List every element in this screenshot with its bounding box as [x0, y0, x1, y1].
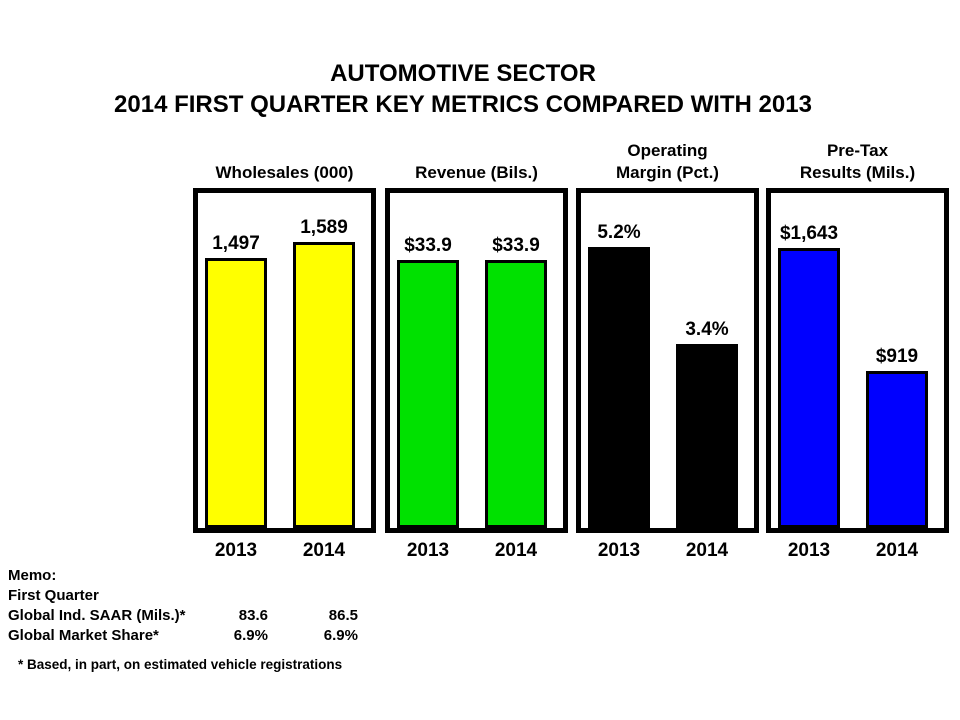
x-tick-2013: 2013	[597, 540, 641, 561]
bar-2014	[866, 371, 928, 528]
x-axis-labels: 2013 2014	[576, 540, 759, 564]
chart-panel-revenue: Revenue (Bils.) $33.9 $33.9 2013 2014	[385, 138, 568, 578]
memo-period: First Quarter	[8, 587, 99, 604]
x-tick-2013: 2013	[214, 540, 258, 561]
memo-heading: Memo:	[8, 567, 57, 584]
bar-2014	[293, 242, 355, 528]
x-tick-2013: 2013	[406, 540, 450, 561]
bar-group-2014: 3.4%	[676, 319, 738, 528]
data-label: $1,643	[779, 223, 839, 244]
chart-title-wholesales: Wholesales (000)	[193, 138, 376, 184]
chart-title-operating-margin: Operating Margin (Pct.)	[576, 138, 759, 184]
bar-group-2014: $33.9	[485, 235, 547, 528]
plot-area: $33.9 $33.9	[385, 188, 568, 533]
bar-group-2013: 5.2%	[588, 222, 650, 528]
x-tick-2014: 2014	[875, 540, 919, 561]
chart-title-line: Operating	[627, 141, 708, 160]
data-label: 3.4%	[685, 319, 729, 340]
chart-title-line: Revenue (Bils.)	[415, 163, 538, 182]
x-axis-labels: 2013 2014	[193, 540, 376, 564]
chart-panel-wholesales: Wholesales (000) 1,497 1,589 2013 2014	[193, 138, 376, 578]
bar-2013	[205, 258, 267, 528]
chart-title-line: Wholesales (000)	[215, 163, 354, 182]
footnote: * Based, in part, on estimated vehicle r…	[18, 657, 343, 672]
memo-value-2013: 83.6	[238, 607, 268, 624]
x-tick-2014: 2014	[494, 540, 538, 561]
x-axis-labels: 2013 2014	[385, 540, 568, 564]
bar-2013	[588, 247, 650, 528]
chart-title-pretax-results: Pre-Tax Results (Mils.)	[766, 138, 949, 184]
memo-value-2013: 6.9%	[233, 627, 268, 644]
memo-row-label: Global Ind. SAAR (Mils.)*	[8, 607, 186, 624]
data-label: $919	[875, 346, 919, 367]
chart-title-revenue: Revenue (Bils.)	[385, 138, 568, 184]
chart-title-line: Results (Mils.)	[799, 163, 916, 182]
data-label: $33.9	[404, 235, 452, 256]
chart-panel-pretax-results: Pre-Tax Results (Mils.) $1,643 $919 2013…	[766, 138, 949, 578]
x-tick-2014: 2014	[685, 540, 729, 561]
plot-area: 5.2% 3.4%	[576, 188, 759, 533]
bar-2014	[485, 260, 547, 528]
memo-row-market-share: Global Market Share* 6.9% 6.9%	[8, 626, 403, 646]
plot-area: $1,643 $919	[766, 188, 949, 533]
data-label: 1,589	[300, 217, 348, 238]
memo-block: Memo: First Quarter Global Ind. SAAR (Mi…	[8, 566, 403, 646]
page-title: AUTOMOTIVE SECTOR 2014 FIRST QUARTER KEY…	[0, 58, 960, 120]
memo-row-saar: Global Ind. SAAR (Mils.)* 83.6 86.5	[8, 606, 403, 626]
memo-row-label: Global Market Share*	[8, 627, 159, 644]
chart-title-line: Margin (Pct.)	[616, 163, 719, 182]
data-label: 1,497	[212, 233, 260, 254]
page-title-line2: 2014 FIRST QUARTER KEY METRICS COMPARED …	[114, 91, 812, 118]
bar-2013	[397, 260, 459, 528]
x-tick-2013: 2013	[787, 540, 831, 561]
chart-panel-operating-margin: Operating Margin (Pct.) 5.2% 3.4% 2013 2…	[576, 138, 759, 578]
data-label: $33.9	[492, 235, 540, 256]
x-axis-labels: 2013 2014	[766, 540, 949, 564]
chart-title-line: Pre-Tax	[826, 141, 889, 160]
bar-2013	[778, 248, 840, 528]
data-label: 5.2%	[597, 222, 641, 243]
bar-group-2014: 1,589	[293, 217, 355, 528]
bar-2014	[676, 344, 738, 528]
plot-area: 1,497 1,589	[193, 188, 376, 533]
bar-group-2014: $919	[866, 346, 928, 528]
bar-group-2013: 1,497	[205, 233, 267, 528]
memo-value-2014: 6.9%	[323, 627, 358, 644]
page-title-line1: AUTOMOTIVE SECTOR	[330, 60, 596, 87]
memo-value-2014: 86.5	[328, 607, 358, 624]
x-tick-2014: 2014	[302, 540, 346, 561]
bar-group-2013: $1,643	[778, 223, 840, 528]
bar-group-2013: $33.9	[397, 235, 459, 528]
